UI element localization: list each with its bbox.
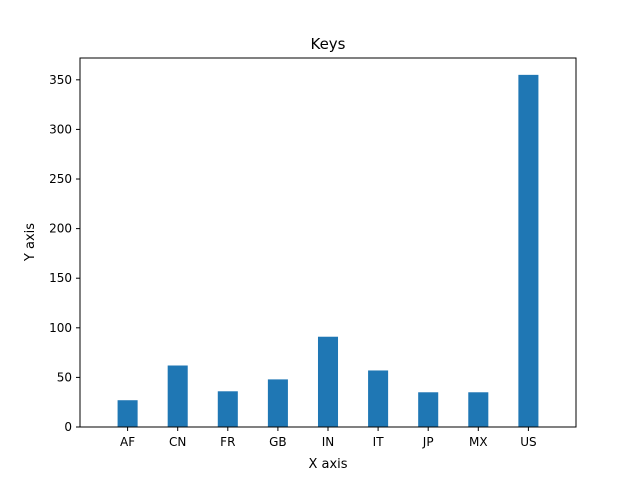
y-tick-label: 0 bbox=[64, 420, 72, 434]
bar-it bbox=[368, 370, 389, 427]
y-ticks: 0 50 100 150 200 250 300 350 bbox=[49, 73, 80, 434]
x-tick-label: AF bbox=[120, 435, 135, 449]
plot-frame bbox=[79, 57, 577, 428]
y-tick-label: 100 bbox=[49, 321, 72, 335]
y-axis-label: Y axis bbox=[23, 223, 38, 262]
x-tick-label: CN bbox=[169, 435, 186, 449]
bar-in bbox=[317, 336, 339, 427]
bar-fr bbox=[217, 391, 238, 427]
y-tick-label: 150 bbox=[49, 271, 72, 285]
bar-gb bbox=[267, 379, 288, 427]
bar-cn bbox=[167, 365, 188, 427]
x-tick-label: US bbox=[520, 435, 536, 449]
x-axis: AF CN FR GB IN IT JP MX US bbox=[120, 427, 537, 449]
chart-title: Keys bbox=[310, 35, 345, 53]
x-tick-label: GB bbox=[269, 435, 287, 449]
x-ticks: AF CN FR GB IN IT JP MX US bbox=[120, 427, 537, 449]
bar-mx bbox=[468, 392, 489, 427]
x-tick-label: JP bbox=[422, 435, 434, 449]
y-tick-label: 250 bbox=[49, 172, 72, 186]
y-tick-label: 200 bbox=[49, 222, 72, 236]
y-tick-label: 300 bbox=[49, 122, 72, 136]
bar-af bbox=[117, 400, 138, 427]
y-axis: 0 50 100 150 200 250 300 350 bbox=[49, 73, 80, 434]
x-tick-label: FR bbox=[220, 435, 235, 449]
bars-group bbox=[117, 74, 539, 428]
x-tick-label: IT bbox=[373, 435, 385, 449]
y-tick-label: 50 bbox=[57, 370, 72, 384]
bar-jp bbox=[418, 392, 439, 427]
x-axis-label: X axis bbox=[308, 457, 347, 472]
x-tick-label: MX bbox=[469, 435, 488, 449]
y-tick-label: 350 bbox=[49, 73, 72, 87]
bar-us bbox=[518, 74, 539, 428]
x-tick-label: IN bbox=[322, 435, 335, 449]
